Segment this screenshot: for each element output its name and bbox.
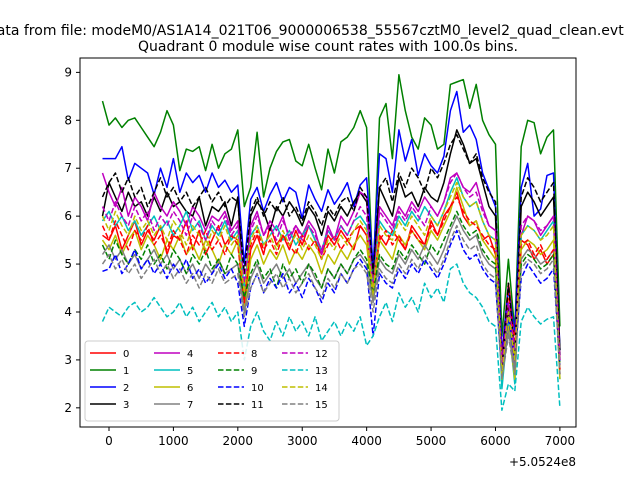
legend-label: 8 (251, 349, 257, 360)
legend-label: 7 (187, 400, 193, 411)
series-line-9 (101, 210, 561, 371)
x-offset-label: +5.0524e8 (509, 455, 576, 469)
figure-suptitle: Data from file: modeM0/AS1A14_021T06_900… (0, 23, 624, 39)
axis-layer: 0 1000 2000 3000 4000 5000 6000 7000 2 3 4 5 6 7 8 9 (64, 65, 575, 448)
series-line-1 (101, 74, 561, 337)
chart-title: Quadrant 0 module wise count rates with … (138, 39, 518, 55)
legend-label: 10 (251, 383, 264, 394)
legend-label: 0 (123, 349, 129, 360)
y-tick-label: 6 (64, 209, 72, 223)
series-line-3 (101, 129, 561, 380)
legend-label: 13 (315, 366, 328, 377)
y-tick-label: 2 (64, 401, 72, 415)
legend-label: 11 (251, 400, 264, 411)
y-tick-label: 9 (64, 65, 72, 79)
x-tick-label: 4000 (351, 434, 382, 448)
series-line-8 (101, 196, 561, 370)
series-layer (101, 74, 561, 411)
plot-frame (79, 57, 577, 428)
x-tick-label: 0 (105, 434, 113, 448)
x-tick-label: 2000 (223, 434, 254, 448)
series-line-10 (102, 229, 561, 376)
legend-label: 2 (123, 383, 129, 394)
legend-frame (84, 340, 340, 422)
x-tick-label: 3000 (287, 434, 318, 448)
series-line-2 (102, 90, 561, 354)
y-tick-label: 5 (64, 257, 72, 271)
legend-label: 1 (123, 366, 129, 377)
series-line-14 (101, 181, 561, 376)
legend-label: 14 (315, 383, 328, 394)
x-tick-label: 5000 (416, 434, 447, 448)
y-tick-label: 8 (64, 113, 72, 127)
legend-label: 3 (123, 400, 129, 411)
legend-label: 12 (315, 349, 328, 360)
series-line-12 (101, 172, 561, 366)
series-line-11 (101, 133, 561, 371)
x-tick-label: 1000 (158, 434, 189, 448)
legend-label: 6 (187, 383, 193, 394)
legend-label: 9 (251, 366, 257, 377)
legend-label: 5 (187, 366, 193, 377)
y-tick-label: 3 (64, 353, 72, 367)
series-line-4 (101, 172, 561, 375)
series-line-13 (101, 263, 561, 411)
legend-label: 15 (315, 400, 328, 411)
legend-label: 4 (187, 349, 193, 360)
y-tick-label: 4 (64, 305, 72, 319)
x-tick-label: 7000 (545, 434, 576, 448)
y-tick-label: 7 (64, 161, 72, 175)
x-tick-label: 6000 (480, 434, 511, 448)
